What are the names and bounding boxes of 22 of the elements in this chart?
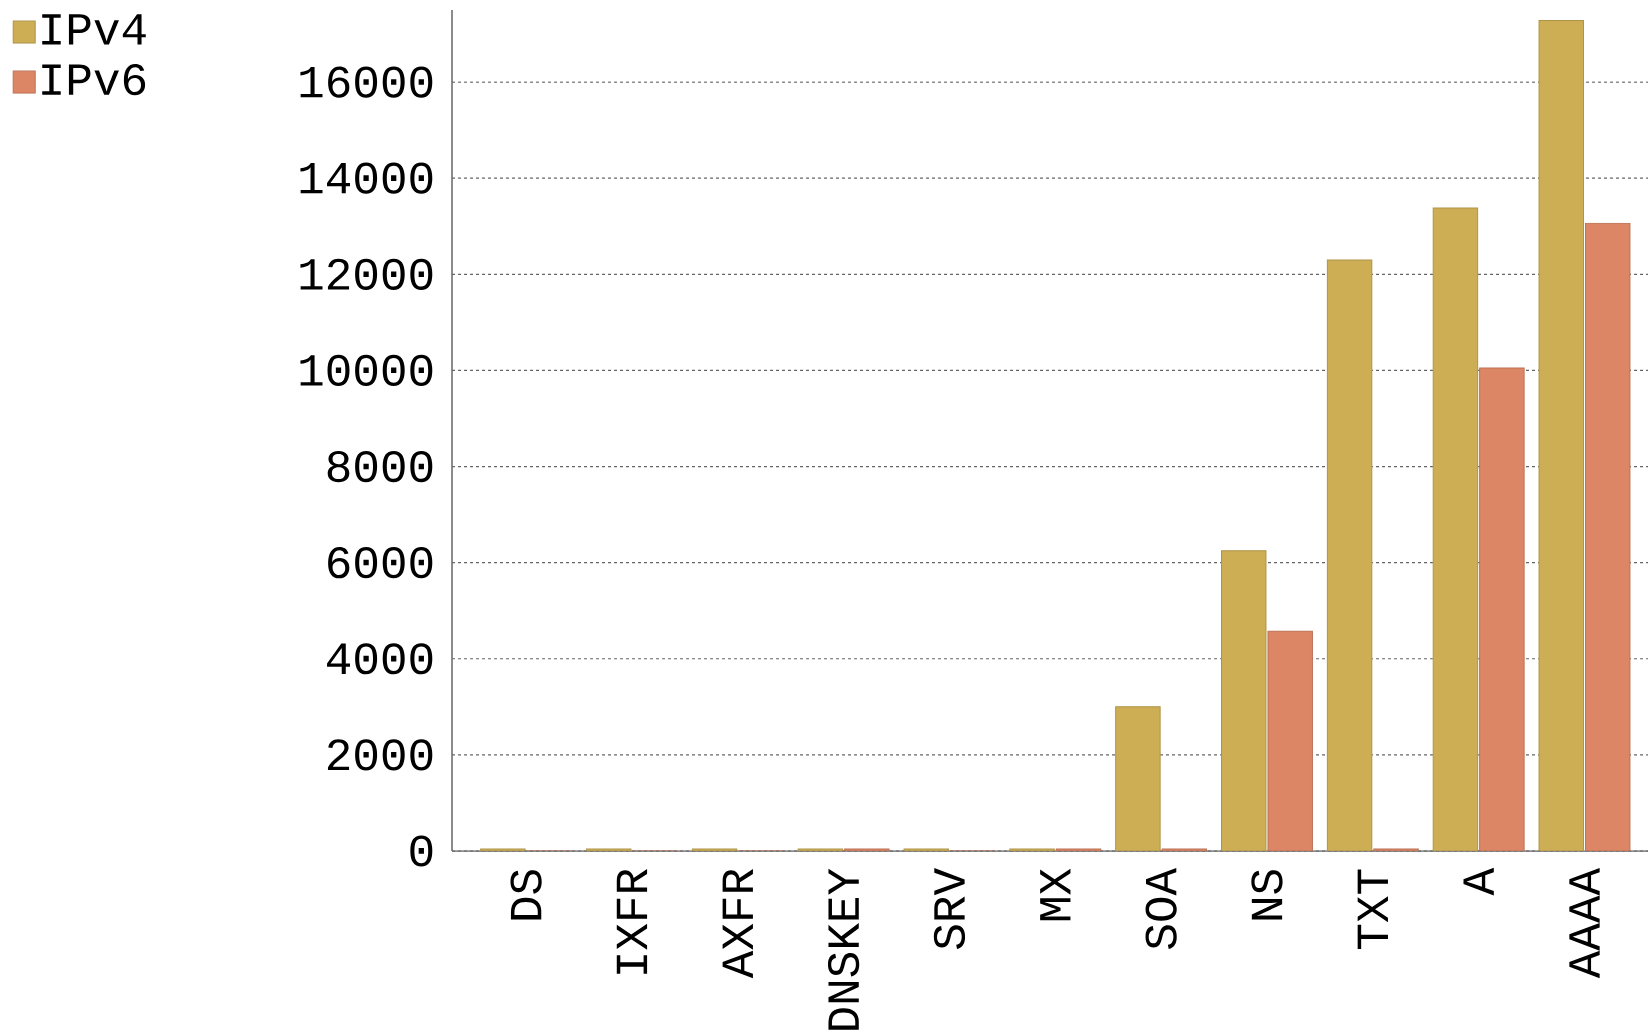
x-tick-label: SOA (1145, 867, 1177, 949)
legend-label: IPv4 (42, 14, 146, 45)
y-tick-label: 8000 (327, 450, 433, 483)
legend-label: IPv6 (42, 63, 146, 96)
x-tick-label: A (1463, 867, 1494, 896)
x-tick-label: MX (1040, 868, 1071, 921)
y-tick-label: 10000 (300, 354, 433, 387)
y-tick-label: 12000 (300, 258, 433, 290)
x-tick-label: TXT (1357, 869, 1388, 949)
x-tick-label: AXFR (722, 869, 753, 979)
x-tick-label: DS (510, 870, 542, 920)
x-tick-label: IXFR (616, 869, 648, 974)
x-tick-label: SRV (933, 868, 966, 949)
y-tick-label: 14000 (300, 162, 433, 194)
x-tick-label: DNSKEY (828, 868, 860, 1030)
x-tick-label: NS (1251, 870, 1283, 920)
x-tick-label: AAAA (1569, 867, 1600, 979)
y-tick-label: 16000 (300, 66, 433, 98)
y-tick-label: 2000 (327, 739, 433, 771)
y-tick-label: 6000 (328, 547, 433, 579)
y-tick-label: 0 (410, 835, 433, 867)
y-tick-label: 4000 (327, 643, 433, 675)
